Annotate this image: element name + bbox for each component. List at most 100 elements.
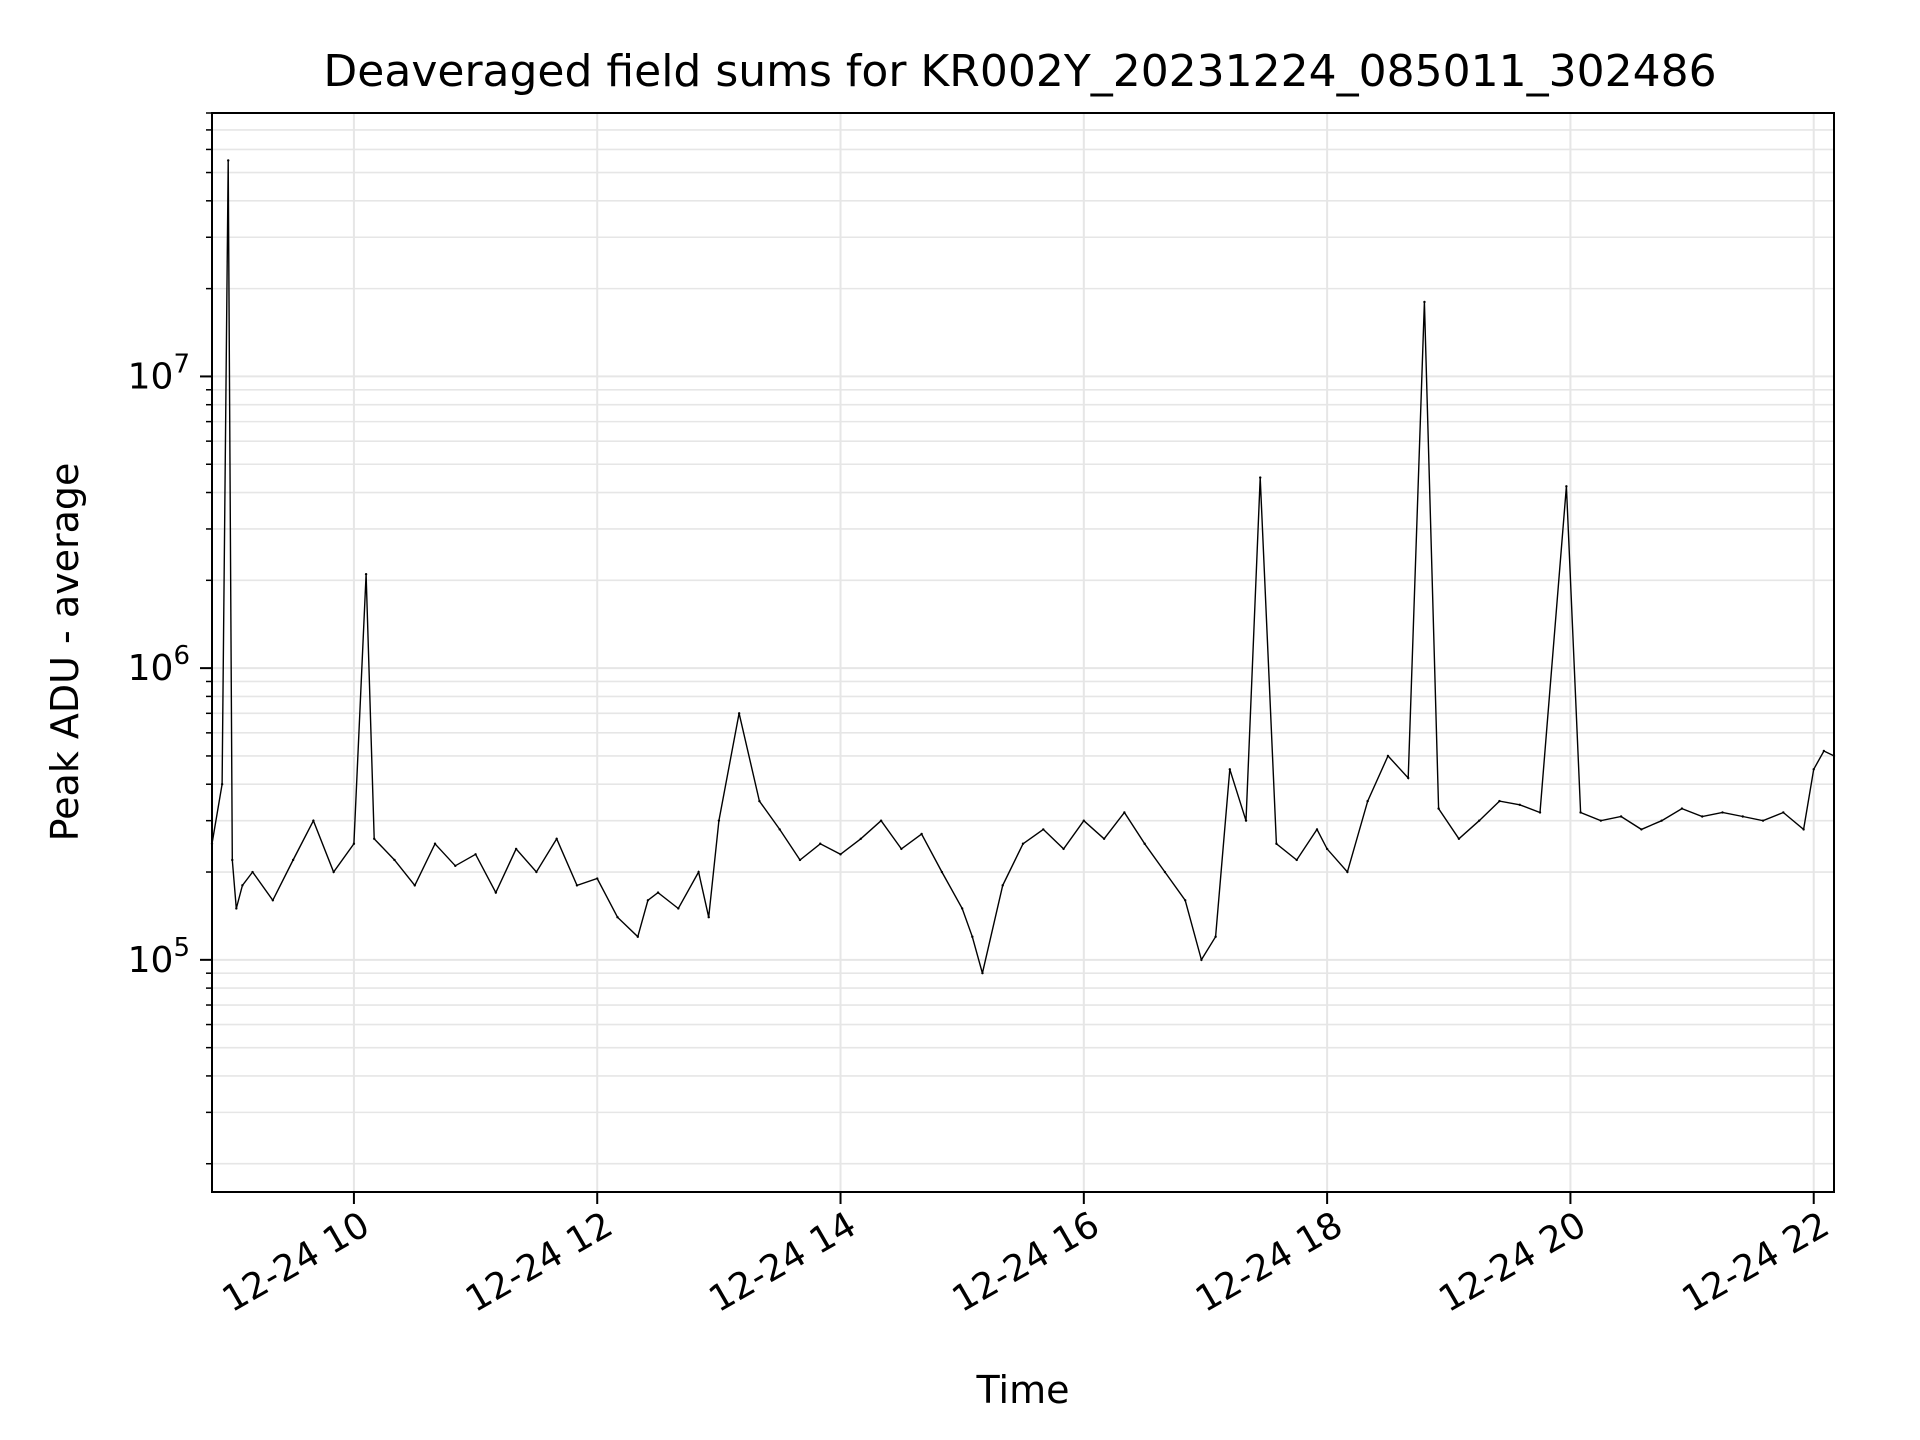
data-point <box>1042 828 1045 831</box>
data-point <box>1498 799 1501 803</box>
data-point <box>778 828 781 831</box>
data-point <box>1325 847 1329 851</box>
y-tick-label: 107 <box>128 349 190 397</box>
plot-frame <box>211 112 1835 1193</box>
data-point <box>413 884 416 887</box>
data-point <box>697 870 700 874</box>
data-point <box>1163 870 1167 874</box>
data-point <box>433 842 437 845</box>
data-point <box>1200 958 1203 962</box>
data-point <box>1822 749 1826 753</box>
data-point <box>1518 803 1521 807</box>
data-point <box>535 870 538 874</box>
data-point <box>575 884 579 887</box>
data-point <box>251 870 254 874</box>
data-point <box>981 971 984 975</box>
data-point <box>1477 819 1481 822</box>
y-tick-label: 105 <box>128 933 190 981</box>
data-point <box>1184 899 1187 902</box>
data-point <box>1660 819 1663 822</box>
data-point <box>879 819 883 822</box>
data-point <box>717 819 721 822</box>
data-point <box>1680 807 1684 810</box>
data-point <box>1701 815 1704 818</box>
data-point <box>1619 815 1623 818</box>
data-point <box>373 837 376 840</box>
y-tick-base: 10 <box>128 940 174 981</box>
data-point <box>1812 768 1815 771</box>
data-point <box>1579 811 1582 814</box>
data-point <box>596 877 599 880</box>
y-tick-exponent: 7 <box>173 349 190 379</box>
data-point <box>707 916 710 919</box>
data-point <box>1228 768 1232 771</box>
data-point <box>555 837 558 840</box>
data-point <box>1275 842 1278 845</box>
data-point <box>1315 828 1319 831</box>
data-point <box>1214 935 1217 938</box>
data-point <box>1082 819 1086 822</box>
x-axis-label: Time <box>976 1368 1070 1412</box>
data-point <box>1407 776 1410 780</box>
data-point <box>1437 807 1440 810</box>
data-point <box>636 935 639 938</box>
series-layer <box>210 159 1836 975</box>
data-point <box>1565 485 1568 488</box>
data-point <box>1123 811 1126 814</box>
data-point <box>1366 799 1369 803</box>
data-point <box>291 858 295 862</box>
data-point <box>819 842 822 845</box>
y-tick-exponent: 6 <box>173 641 190 671</box>
data-point <box>1457 837 1461 840</box>
data-point <box>960 907 964 910</box>
data-point <box>1021 842 1025 845</box>
data-point <box>494 891 498 894</box>
y-tick-base: 10 <box>128 648 174 689</box>
data-point <box>1423 300 1426 304</box>
data-point <box>1741 815 1744 818</box>
data-point <box>646 899 650 902</box>
data-point <box>1062 847 1065 851</box>
data-point <box>971 935 974 938</box>
data-point <box>900 847 903 851</box>
data-point <box>920 832 923 836</box>
data-point <box>332 870 335 874</box>
data-point <box>656 891 660 894</box>
data-point <box>1386 754 1390 758</box>
data-point <box>352 842 356 845</box>
data-point <box>364 572 368 576</box>
data-point <box>1599 819 1603 822</box>
data-point <box>1346 870 1349 874</box>
data-point <box>271 899 275 902</box>
data-point <box>1295 858 1298 862</box>
data-point <box>220 783 224 786</box>
data-point <box>514 847 518 851</box>
data-point <box>312 819 315 822</box>
data-point <box>231 858 234 862</box>
data-point <box>1640 828 1643 831</box>
data-point <box>1761 819 1765 822</box>
data-point <box>677 907 680 910</box>
data-point <box>474 853 477 856</box>
data-point <box>758 799 761 803</box>
y-tick-label: 106 <box>128 641 190 689</box>
data-point <box>737 712 741 715</box>
data-point <box>1721 811 1724 814</box>
data-point <box>1001 884 1004 887</box>
chart-title: Deaveraged field sums for KR002Y_2023122… <box>323 46 1716 97</box>
data-point <box>859 837 862 840</box>
data-point <box>1802 828 1805 831</box>
data-point <box>1782 811 1785 814</box>
data-point <box>454 864 457 868</box>
data-point <box>616 916 619 919</box>
data-point <box>227 159 230 162</box>
data-point <box>1259 476 1262 479</box>
data-point <box>393 858 396 862</box>
data-point <box>798 858 802 862</box>
data-point <box>839 853 842 856</box>
data-point <box>1102 837 1106 840</box>
